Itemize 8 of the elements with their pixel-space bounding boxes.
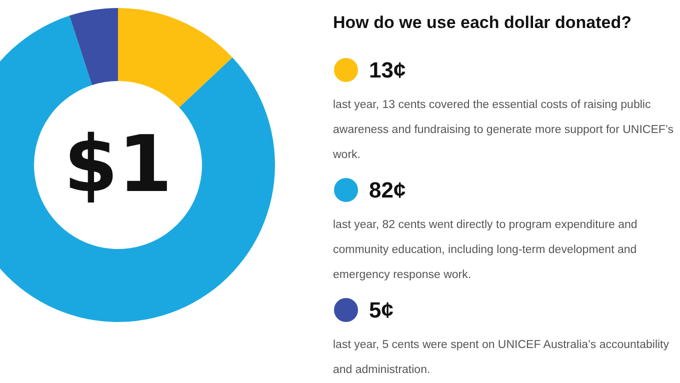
legend-label: 13¢ <box>369 58 406 82</box>
legend-label: 5¢ <box>369 298 394 322</box>
legend-label: 82¢ <box>369 178 406 202</box>
text: $1 <box>64 120 172 210</box>
text: last year, 5 cents were spent on UNICEF Australia’s accountability and administration. <box>333 339 670 376</box>
text: How do we use each dollar donated? <box>333 13 632 32</box>
text: last year, 82 cents went directly to program expenditure and community education, including long-term development and emergency response work. <box>333 219 638 281</box>
text: last year, 13 cents covered the essential costs of raising public awareness and fundraising to generate more support for UNICEF’s work. <box>332 99 674 161</box>
